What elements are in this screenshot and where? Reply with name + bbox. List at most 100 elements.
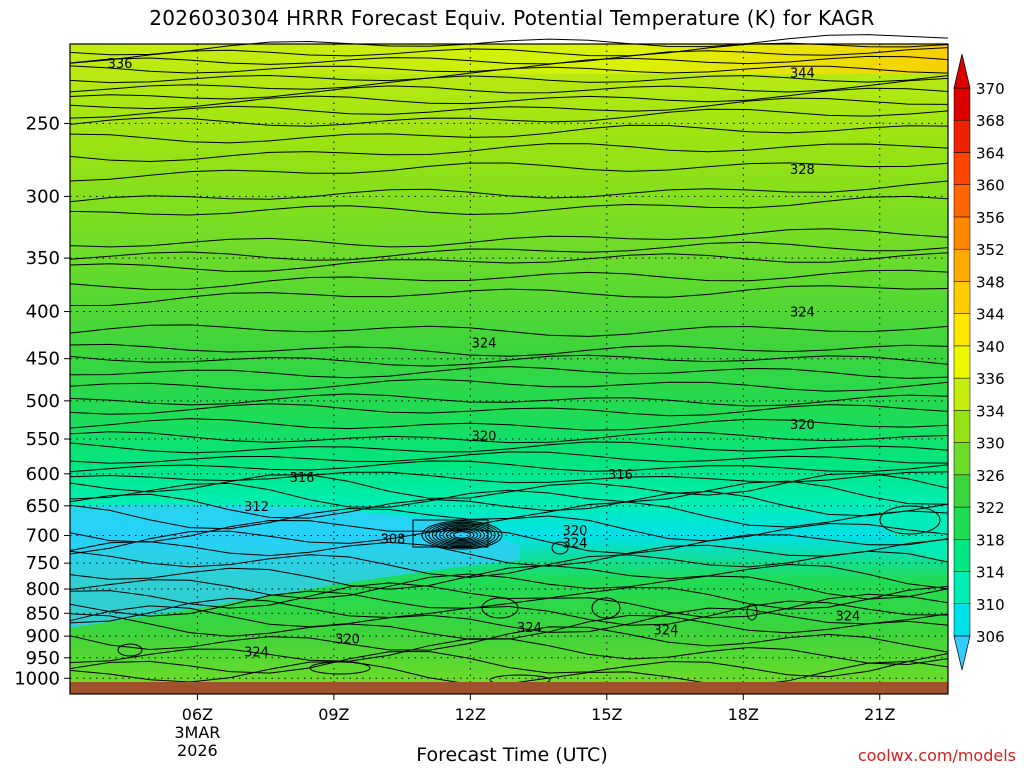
contour-line [69,228,949,248]
contour-closed [309,661,371,675]
y-tick-label: 300 [26,186,60,207]
colorbar-segment [953,506,971,540]
contour-label: 308 [381,532,406,547]
contour-closed [481,597,519,619]
contour-line [69,582,949,610]
contour-label: 324 [517,621,542,636]
contour-line [69,180,949,203]
colorbar-label: 344 [976,306,1005,324]
y-tick-label: 650 [26,496,60,517]
contour-line [69,563,949,590]
contour-line [69,550,949,578]
y-tick-label: 500 [26,391,60,412]
x-tick-label: 09Z [318,705,349,724]
credit-text: coolwx.com/models [857,746,1016,765]
contour-line [69,650,949,678]
cool-tongue-right [880,500,948,560]
colorbar-label: 360 [976,177,1005,195]
colorbar-segment [953,345,971,379]
contour-cluster [421,520,503,550]
colorbar-label: 310 [976,596,1005,614]
colorbar-segment [953,603,971,637]
colorbar-label: 306 [976,628,1005,646]
contour-line [69,77,949,100]
colorbar-label: 352 [976,241,1005,259]
contour-cluster-box [412,519,489,548]
contour-label: 324 [244,645,269,660]
x-tick-label: 15Z [591,705,622,724]
x-date-label: 2026 [177,741,218,760]
contour-cluster [449,530,475,540]
contour-line [69,480,949,508]
colorbar-label: 330 [976,435,1005,453]
colorbar-segment [953,442,971,476]
colorbar-label: 340 [976,338,1005,356]
contour-line [69,451,949,464]
contour-line [69,403,949,417]
colorbar-segment [953,474,971,508]
contour-line [69,65,949,84]
colorbar-label: 326 [976,467,1005,485]
contour-line [69,590,949,619]
contour-line [69,354,949,367]
y-tick-label: 1000 [14,668,60,689]
x-tick-label: 12Z [455,705,486,724]
y-tick-label: 700 [26,526,60,547]
contour-line [69,460,949,473]
low-theta-region [70,504,520,628]
contour-label: 320 [563,524,588,539]
colorbar-label: 364 [976,144,1005,162]
contour-label: 312 [244,500,269,515]
contour-label: 324 [472,336,497,351]
contour-label: 320 [790,418,815,433]
colorbar-segment [953,248,971,282]
contour-line [69,573,949,600]
contour-line [69,143,949,163]
colorbar-min-triangle [953,635,971,671]
ground [70,682,948,694]
x-date-label: 3MAR [174,723,220,742]
contour-line [69,393,949,407]
contour-line [69,195,949,216]
contour-line [69,108,949,127]
contour-line [69,538,949,567]
contour-line [69,490,949,519]
contour-label: 344 [790,66,815,81]
contour-line [69,597,949,626]
contour-line [69,87,949,110]
x-axis-label: Forecast Time (UTC) [416,744,608,766]
contour-cluster [446,528,478,542]
colorbar-label: 322 [976,499,1005,517]
contour-line [69,162,949,182]
contour-line [69,285,949,306]
contour-line [69,343,949,357]
y-tick-label: 350 [26,248,60,269]
x-tick-label: 21Z [864,705,895,724]
colorbar-segment [953,539,971,572]
colorbar-segment [953,216,971,250]
contour-label: 320 [472,429,497,444]
contour-closed [746,603,758,621]
colorbar-label: 334 [976,402,1005,420]
contour-line [69,515,949,543]
contour-cluster [432,524,492,546]
colorbar-max-triangle [953,53,971,89]
x-tick-label: 06Z [182,705,213,724]
colorbar-segment [953,119,971,153]
chart-title: 2026030304 HRRR Forecast Equiv. Potentia… [149,6,875,30]
colorbar-label: 370 [976,80,1005,98]
colorbar-segment [953,571,971,605]
contour-line [69,75,949,93]
contour-line [69,471,949,484]
y-tick-label: 550 [26,429,60,450]
colorbar-segment [953,184,971,218]
colorbar-segment [953,87,971,121]
colorbar-label: 336 [976,370,1005,388]
y-tick-label: 850 [26,603,60,624]
contour-line [69,441,949,454]
grid-lines [70,44,948,694]
contour-line [69,431,949,444]
y-tick-label: 900 [26,626,60,647]
colorbar-segment [953,281,971,314]
